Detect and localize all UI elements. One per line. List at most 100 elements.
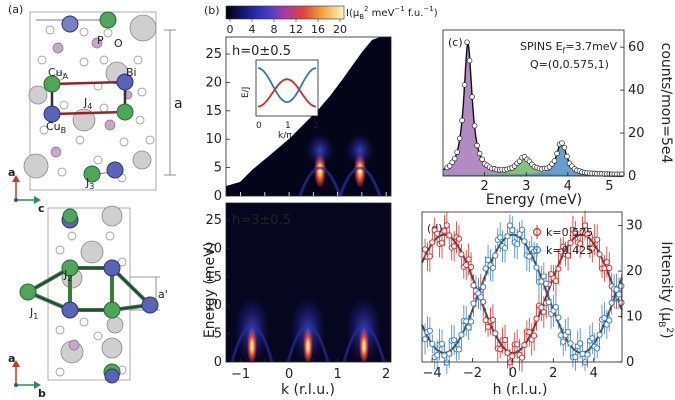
spectrum-peak-fill xyxy=(443,158,624,176)
intensity-data-point xyxy=(482,317,489,324)
intensity-xtick-label: −4 xyxy=(423,366,442,381)
intensity-data-point xyxy=(514,341,521,348)
heatmap-ytick-label: 20 xyxy=(205,75,222,90)
axis-a-bottom: a xyxy=(8,352,15,365)
axes-indicator-bottom: a b xyxy=(8,352,46,400)
intensity-data-point xyxy=(555,314,562,321)
intensity-data-point xyxy=(594,236,601,243)
axis-c-top: c xyxy=(38,202,45,215)
intensity-data-point xyxy=(577,340,584,347)
j4-bonds xyxy=(51,80,126,116)
intensity-data-point xyxy=(504,233,511,240)
intensity-data-point xyxy=(540,273,547,280)
intensity-ytick-label: 10 xyxy=(626,310,643,325)
intensity-data-point xyxy=(441,227,448,234)
intensity-data-point xyxy=(446,232,453,239)
heatmap-ytick-label: 15 xyxy=(205,270,222,285)
intensity-data-point xyxy=(501,245,509,252)
unit-cell-top xyxy=(29,11,157,191)
spectrum-data-point xyxy=(554,150,560,157)
intensity-data-point xyxy=(429,239,436,246)
intensity-data-point xyxy=(579,350,586,357)
spectrum-data-point xyxy=(456,135,463,142)
colorbar-tick-label: 20 xyxy=(333,23,347,36)
intensity-ytick-label: 0 xyxy=(626,355,634,370)
intensity-xtick-label: 0 xyxy=(509,366,517,381)
intensity-ytick-label: 20 xyxy=(626,264,643,279)
intensity-data-point xyxy=(477,294,484,301)
intensity-data-point xyxy=(545,299,552,306)
heatmap-ytick-label: 25 xyxy=(205,47,222,62)
intensity-data-point xyxy=(470,300,477,307)
spectrum-data-point xyxy=(551,158,558,164)
cu-b-atom xyxy=(61,301,79,319)
colorbar-tick-label: 12 xyxy=(289,23,303,36)
colorbar: 0 4 8 12 16 20 I(μB2 meV−1 f.u.−1) xyxy=(225,5,438,36)
cu-b-label: CuB xyxy=(46,120,66,135)
intensity-data-point xyxy=(451,337,458,344)
intensity-data-point xyxy=(560,338,567,345)
intensity-data-point xyxy=(533,264,540,271)
intensity-data-point xyxy=(455,346,463,353)
intensity-data-point xyxy=(426,327,433,334)
cu-b-atom xyxy=(103,259,121,277)
legend: k=0.575 k=0.425 xyxy=(532,225,593,257)
inset-xlabel: k/π xyxy=(278,131,292,141)
spectrum-data-point xyxy=(561,144,568,151)
intensity-data-point xyxy=(594,345,601,352)
intensity-data-point xyxy=(584,351,591,358)
intensity-data-point xyxy=(434,230,441,237)
cu-b-atom xyxy=(141,296,159,314)
inset-xtick-2: 2 xyxy=(313,121,319,131)
intensity-xtick-label: −2 xyxy=(463,366,482,381)
j1-chain-inner xyxy=(27,267,151,311)
intensity-data-point xyxy=(608,299,615,306)
colorbar-tick-label: 8 xyxy=(271,23,278,36)
heatmap-ytick-label: 5 xyxy=(214,327,222,342)
intensity-xtick-label: 4 xyxy=(590,366,598,381)
intensity-data-point xyxy=(514,241,521,248)
colorbar-tick-label: 0 xyxy=(227,23,234,36)
j1-chain xyxy=(27,266,152,312)
unit-cell-bottom xyxy=(47,207,131,381)
spectrum-xtick-label: 2 xyxy=(480,179,488,194)
annotation-h0: h=0±0.5 xyxy=(232,44,291,59)
heatmap-ylabel: Energy (meV) xyxy=(202,242,218,338)
annotation-h3: h=3±0.5 xyxy=(232,213,291,228)
cu-a-atom xyxy=(61,259,79,277)
intensity-data-point xyxy=(509,353,516,360)
spectrum-data-point xyxy=(474,142,480,149)
intensity-data-point xyxy=(492,252,499,259)
intensity-data-point xyxy=(458,251,465,258)
lattice-a-label: a xyxy=(174,96,183,112)
intensity-data-point xyxy=(521,341,528,349)
intensity-data-point xyxy=(606,264,613,272)
colorbar-tick-label: 16 xyxy=(311,23,325,36)
j3-label: J3 xyxy=(85,176,94,191)
intensity-data-point xyxy=(482,265,489,272)
colorbar-unit-label: I(μB2 meV−1 f.u.−1) xyxy=(346,5,438,21)
intensity-data-point xyxy=(543,280,550,287)
spectrum-data-point xyxy=(454,149,460,155)
p-atoms xyxy=(50,37,133,158)
intensity-data-point xyxy=(596,331,603,338)
inset-xtick-0: 0 xyxy=(256,121,262,131)
o-atoms xyxy=(37,25,155,183)
heatmap-ytick-label: 5 xyxy=(214,161,222,176)
intensity-data-point xyxy=(596,251,603,258)
intensity-data-point xyxy=(438,239,446,246)
inset-ylabel: E/J xyxy=(241,87,251,98)
axis-a-top: a xyxy=(8,166,15,179)
intensity-data-point xyxy=(531,332,538,339)
heatmap-ytick-label: 20 xyxy=(205,241,222,256)
intensity-data-point xyxy=(485,256,492,264)
legend-k0575: k=0.575 xyxy=(546,226,593,239)
intensity-data-point xyxy=(584,231,591,238)
intensity-data-point xyxy=(438,340,446,347)
intensity-data-point xyxy=(443,222,450,229)
spectrum-title-line2: Q=(0,0.575,1) xyxy=(530,58,609,71)
intensity-data-point xyxy=(446,350,453,357)
spectrum-xlabel: Energy (meV) xyxy=(486,192,582,208)
panel-label-a: (a) xyxy=(8,3,23,16)
